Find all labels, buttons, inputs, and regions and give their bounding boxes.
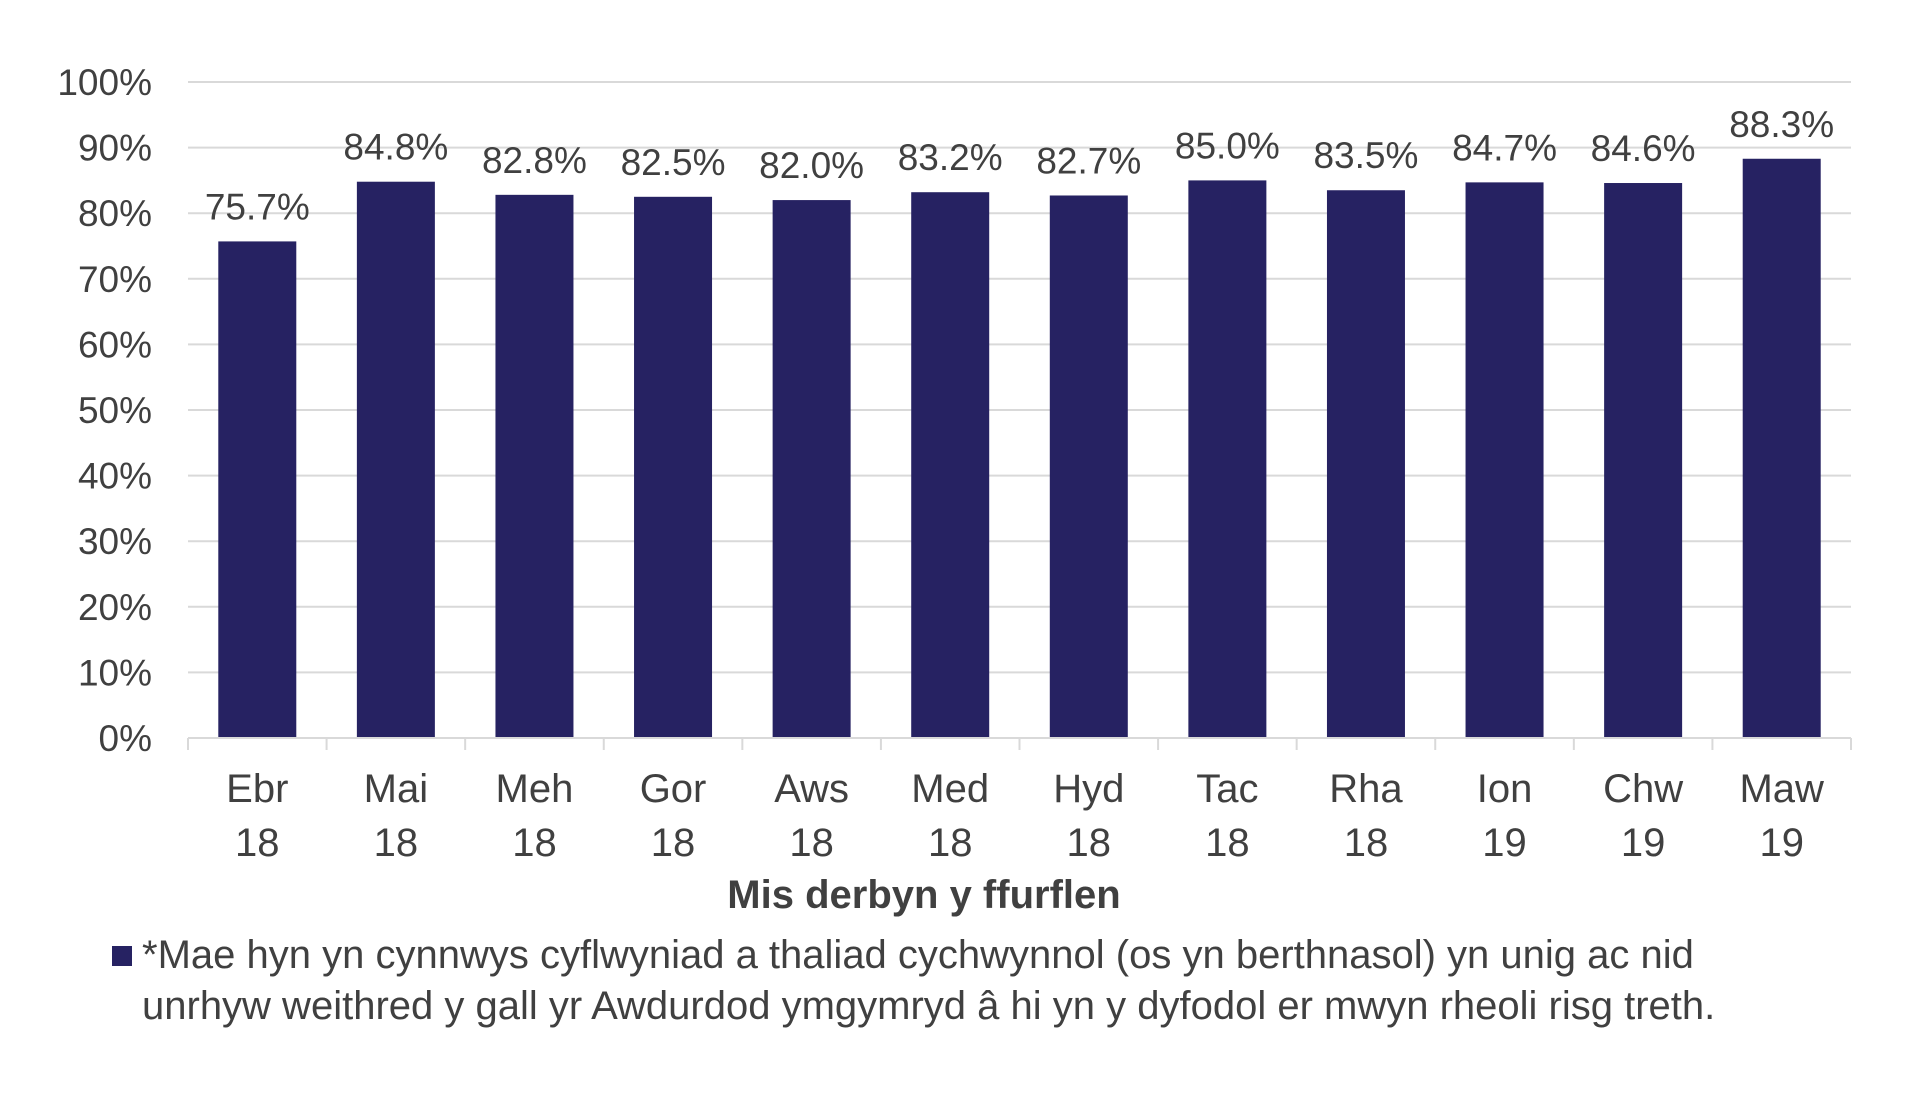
data-label: 84.6% [1591, 128, 1696, 169]
x-tick-label-year: 19 [1759, 821, 1804, 865]
data-label: 84.7% [1452, 127, 1557, 168]
bar [1326, 190, 1405, 739]
bar [1049, 195, 1128, 738]
x-tick-label-year: 18 [1344, 821, 1389, 865]
bar [1604, 183, 1683, 739]
y-tick-label: 100% [57, 62, 152, 103]
data-label: 82.5% [621, 142, 726, 183]
x-tick-label-year: 19 [1482, 821, 1527, 865]
data-label: 82.8% [482, 140, 587, 181]
bar [1465, 182, 1544, 739]
x-tick-label-month: Meh [496, 767, 574, 811]
x-tick-label-month: Maw [1739, 767, 1824, 811]
x-tick-label-year: 18 [235, 821, 280, 865]
x-tick-label-month: Med [911, 767, 989, 811]
gridlines [188, 81, 1851, 674]
x-tick-label-month: Ebr [226, 767, 288, 811]
data-label: 82.0% [759, 145, 864, 186]
data-label: 83.2% [898, 137, 1003, 178]
y-tick-label: 0% [99, 718, 152, 759]
data-label: 83.5% [1313, 135, 1418, 176]
y-tick-label: 90% [78, 128, 152, 169]
x-tick-label-month: Gor [640, 767, 707, 811]
x-tick-label-year: 18 [928, 821, 973, 865]
x-tick-label-year: 18 [1067, 821, 1112, 865]
legend-entry-text: *Mae hyn yn cynnwys cyflwyniad a thaliad… [142, 933, 1716, 1028]
data-label: 84.8% [343, 127, 448, 168]
legend: *Mae hyn yn cynnwys cyflwyniad a thaliad… [112, 930, 1812, 1032]
y-axis-tick-labels: 0% 10% 20% 30% 40% 50% 60% 70% 80% 90% 100% [57, 62, 152, 759]
x-tick-label-month: Hyd [1053, 767, 1124, 811]
data-labels: 75.7% 84.8% 82.8% 82.5% 82.0% 83.2% 82.7% 85.0%… [205, 104, 1834, 228]
bar [218, 241, 297, 738]
data-label: 82.7% [1036, 140, 1141, 181]
bar [356, 181, 435, 738]
x-tick-label-month: Aws [774, 767, 849, 811]
bar [495, 194, 574, 738]
x-axis-title: Mis derbyn y ffurflen [727, 873, 1120, 917]
y-tick-label: 80% [78, 193, 152, 234]
bar-chart: 0% 10% 20% 30% 40% 50% 60% 70% 80% 90% 100% 75.7% 8… [57, 62, 1852, 917]
x-tick-label-year: 18 [789, 821, 834, 865]
y-tick-label: 70% [78, 259, 152, 300]
bar [911, 192, 990, 738]
y-tick-label: 50% [78, 390, 152, 431]
legend-swatch [112, 946, 132, 966]
x-tick-label-year: 18 [512, 821, 557, 865]
y-tick-label: 40% [78, 456, 152, 497]
y-tick-label: 20% [78, 587, 152, 628]
x-tick-label-month: Chw [1603, 767, 1683, 811]
x-tick-label-month: Ion [1477, 767, 1533, 811]
bar [634, 196, 713, 739]
bar [772, 200, 851, 738]
y-tick-label: 30% [78, 521, 152, 562]
y-tick-label: 10% [78, 652, 152, 693]
x-tick-label-year: 19 [1621, 821, 1666, 865]
bar [1188, 180, 1267, 738]
data-label: 75.7% [205, 186, 310, 227]
data-label: 88.3% [1729, 104, 1834, 145]
x-tick-label-month: Tac [1196, 767, 1258, 811]
x-tick-label-year: 18 [374, 821, 419, 865]
x-axis [187, 737, 1852, 750]
x-tick-label-month: Rha [1329, 767, 1403, 811]
x-tick-label-year: 18 [1205, 821, 1250, 865]
x-tick-label-month: Mai [364, 767, 428, 811]
data-label: 85.0% [1175, 125, 1280, 166]
x-axis-tick-labels: Ebr 18 Mai 18 Meh 18 Gor 18 Aws 18 Med 18 Hyd 18 Tac 18… [226, 767, 1824, 865]
bars [218, 158, 1821, 739]
bar [1742, 158, 1821, 738]
x-tick-label-year: 18 [651, 821, 696, 865]
y-tick-label: 60% [78, 324, 152, 365]
